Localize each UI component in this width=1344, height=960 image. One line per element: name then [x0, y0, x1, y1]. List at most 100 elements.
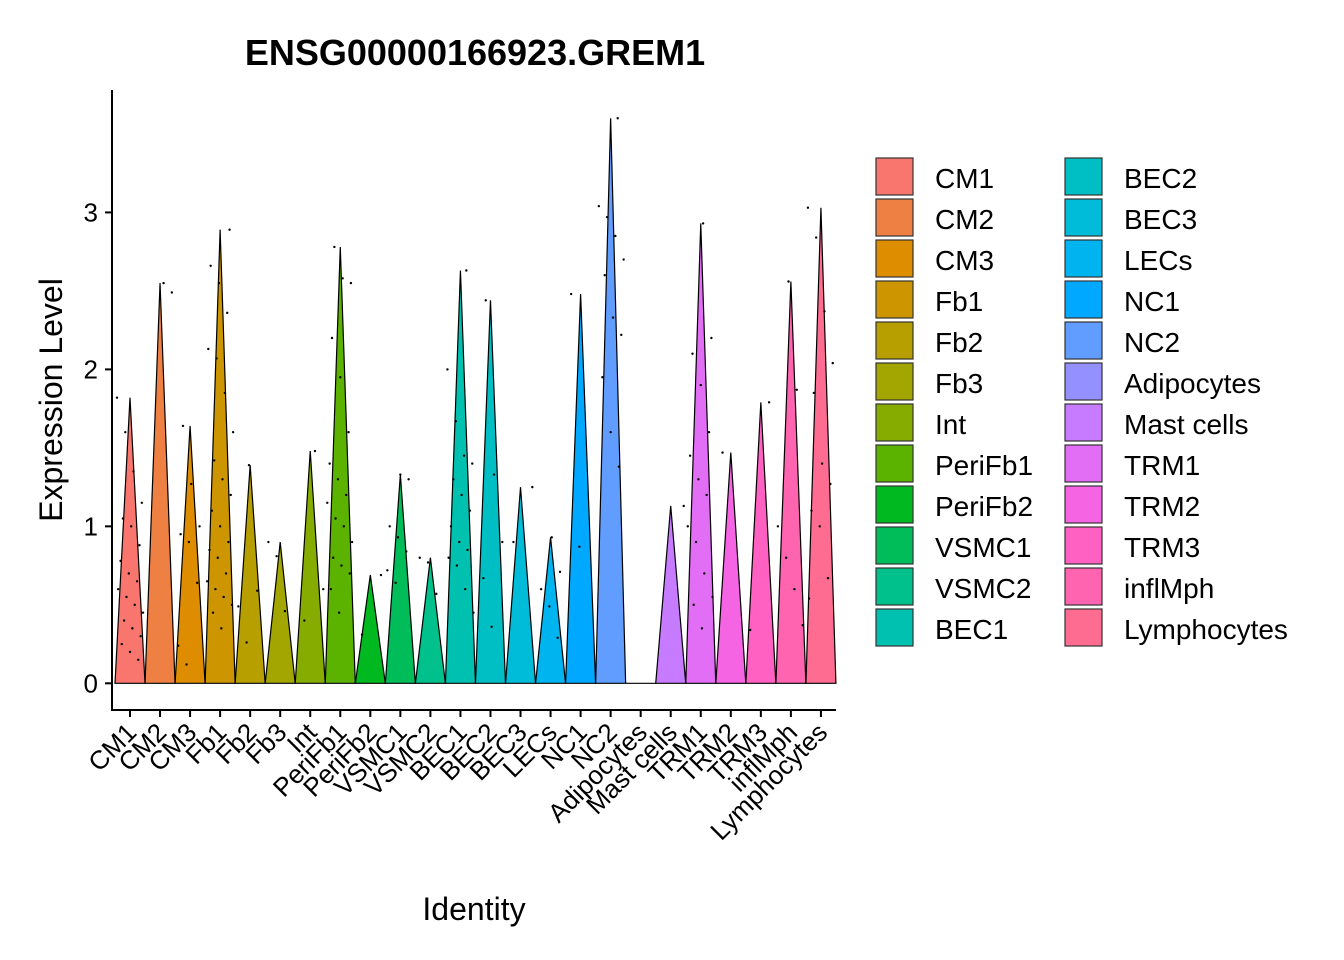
legend-label: Fb1: [935, 286, 983, 317]
legend-key: [875, 280, 914, 319]
point: [256, 589, 259, 592]
legend-label: TRM3: [1124, 532, 1200, 563]
point: [227, 540, 230, 544]
point: [209, 264, 212, 267]
point: [347, 430, 350, 434]
point: [793, 587, 796, 591]
point: [208, 548, 211, 552]
point: [512, 540, 515, 544]
point: [267, 540, 270, 544]
violin: [655, 505, 687, 684]
point: [220, 627, 223, 630]
point: [211, 611, 215, 614]
point: [449, 525, 453, 528]
point: [603, 274, 606, 277]
point: [548, 605, 551, 608]
legend-label: Fb3: [935, 368, 983, 399]
legend-key: [875, 403, 914, 442]
legend-label: BEC1: [935, 614, 1008, 645]
point: [214, 587, 217, 591]
point: [177, 644, 180, 647]
point: [129, 525, 133, 528]
legend-label: BEC2: [1124, 163, 1197, 194]
point: [490, 625, 493, 629]
point: [205, 580, 209, 583]
violin: [204, 229, 236, 684]
point: [784, 556, 788, 559]
point: [807, 597, 811, 600]
point: [322, 587, 325, 591]
legend-key: [875, 239, 914, 278]
legend-label: CM2: [935, 204, 994, 235]
y-axis-label: Expression Level: [33, 278, 69, 522]
point: [616, 117, 619, 120]
point: [213, 459, 216, 462]
legend-key: [875, 321, 914, 360]
y-tick-label: 1: [84, 511, 98, 541]
point: [181, 424, 185, 428]
point: [396, 536, 400, 539]
point: [140, 501, 144, 505]
point: [333, 245, 336, 249]
point: [691, 352, 694, 355]
point: [812, 391, 816, 395]
point: [435, 592, 438, 596]
point: [330, 336, 334, 340]
legend-key: [875, 362, 914, 401]
point: [334, 517, 337, 520]
legend-label: TRM1: [1124, 450, 1200, 481]
violin: [144, 283, 176, 684]
point: [230, 603, 234, 607]
violin: [294, 450, 326, 684]
point: [336, 478, 340, 481]
legend-key: [1064, 321, 1103, 360]
violin: [685, 223, 717, 684]
legend-key: [1064, 362, 1103, 401]
violin: [414, 557, 447, 684]
point: [605, 215, 609, 219]
point: [405, 550, 408, 553]
point: [216, 556, 219, 559]
point: [128, 650, 132, 654]
point: [120, 642, 123, 646]
point: [218, 525, 222, 528]
point: [132, 470, 135, 473]
violin: [444, 270, 477, 684]
point: [386, 569, 389, 572]
point: [348, 572, 351, 575]
point: [531, 485, 534, 489]
point: [121, 517, 125, 520]
legend-key: [875, 608, 914, 647]
point: [222, 595, 225, 599]
point: [247, 463, 251, 467]
point: [339, 376, 342, 379]
point: [818, 525, 821, 528]
point: [831, 361, 834, 365]
point: [501, 540, 504, 544]
point: [125, 595, 128, 599]
violin: [595, 118, 627, 684]
point: [462, 454, 466, 457]
point: [697, 478, 700, 481]
violin: [564, 294, 597, 684]
legend-key: [875, 567, 914, 606]
point: [484, 299, 487, 302]
point: [795, 388, 798, 391]
legend-label: Int: [935, 409, 966, 440]
legend-key: [1064, 608, 1103, 647]
legend-label: LECs: [1124, 245, 1192, 276]
point: [776, 525, 780, 528]
point: [447, 556, 450, 559]
point: [124, 430, 127, 434]
legend-label: Mast cells: [1124, 409, 1248, 440]
legend-label: TRM2: [1124, 491, 1200, 522]
violin: [805, 207, 837, 684]
point: [806, 206, 810, 209]
point: [329, 587, 333, 591]
point: [388, 525, 391, 528]
legend-label: NC1: [1124, 286, 1180, 317]
violin: [474, 300, 507, 684]
point: [705, 493, 708, 497]
legend-key: [1064, 239, 1103, 278]
